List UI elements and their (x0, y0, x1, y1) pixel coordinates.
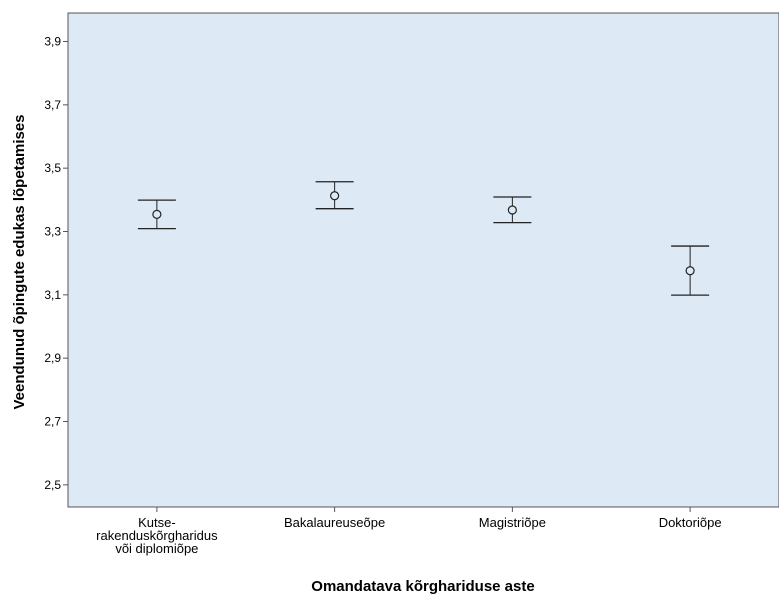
y-tick-label: 3,7 (44, 98, 61, 112)
y-tick-label: 3,1 (44, 288, 61, 302)
plot-area (67, 12, 779, 508)
x-tick-label: Doktoriõpe (659, 515, 722, 530)
y-tick-label: 3,3 (44, 225, 61, 239)
x-axis-title: Omandatava kõrghariduse aste (311, 578, 534, 595)
x-tick-label: Kutse-rakenduskõrgharidus või diplomiõpe (96, 515, 218, 556)
x-tick-label: Bakalaureuseõpe (284, 515, 385, 530)
mean-marker (507, 205, 517, 215)
y-tick-label: 2,5 (44, 478, 61, 492)
error-bar-group (671, 245, 710, 296)
x-tick-label: Magistriõpe (479, 515, 546, 530)
y-axis-title: Veendunud õpingute edukas lõpetamises (11, 114, 28, 409)
y-axis: 2,5 2,7 2,9 3,1 3,3 3,5 3,7 3,9 (44, 35, 68, 492)
error-bars (137, 181, 710, 296)
y-tick-label: 3,9 (44, 35, 61, 49)
mean-marker (152, 209, 162, 219)
y-tick-label: 2,9 (44, 351, 61, 365)
mean-marker (685, 266, 695, 276)
mean-marker (330, 191, 340, 201)
error-bar-group (493, 196, 532, 224)
error-bar-group (315, 181, 354, 210)
x-axis: Kutse-rakenduskõrgharidus või diplomiõpe B… (96, 507, 722, 556)
y-tick-label: 2,7 (44, 415, 61, 429)
error-bar-group (137, 199, 176, 230)
y-tick-label: 3,5 (44, 161, 61, 175)
